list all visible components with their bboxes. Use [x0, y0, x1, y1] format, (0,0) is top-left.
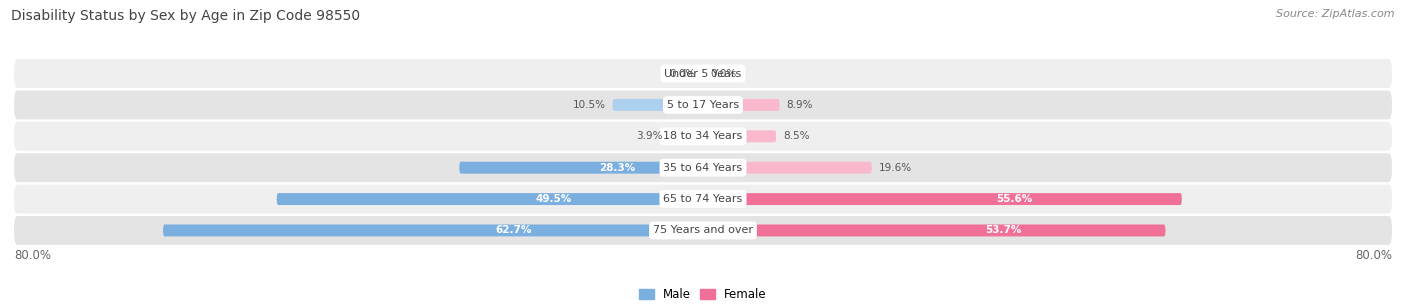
FancyBboxPatch shape	[460, 162, 703, 174]
FancyBboxPatch shape	[277, 193, 703, 205]
FancyBboxPatch shape	[14, 59, 1392, 88]
FancyBboxPatch shape	[703, 224, 1166, 237]
FancyBboxPatch shape	[703, 99, 780, 111]
Text: 19.6%: 19.6%	[879, 163, 912, 173]
Text: 0.0%: 0.0%	[669, 68, 696, 78]
Text: 49.5%: 49.5%	[536, 194, 572, 204]
FancyBboxPatch shape	[703, 193, 1182, 205]
Text: 62.7%: 62.7%	[496, 226, 533, 236]
Text: Under 5 Years: Under 5 Years	[665, 68, 741, 78]
FancyBboxPatch shape	[703, 162, 872, 174]
Text: Source: ZipAtlas.com: Source: ZipAtlas.com	[1277, 9, 1395, 19]
Text: 0.0%: 0.0%	[710, 68, 737, 78]
FancyBboxPatch shape	[14, 153, 1392, 182]
Text: 10.5%: 10.5%	[572, 100, 606, 110]
FancyBboxPatch shape	[14, 122, 1392, 151]
Text: 80.0%: 80.0%	[1355, 249, 1392, 262]
Text: 55.6%: 55.6%	[995, 194, 1032, 204]
Text: 75 Years and over: 75 Years and over	[652, 226, 754, 236]
Legend: Male, Female: Male, Female	[634, 283, 772, 304]
FancyBboxPatch shape	[14, 185, 1392, 213]
Text: 3.9%: 3.9%	[636, 131, 662, 141]
Text: 8.9%: 8.9%	[786, 100, 813, 110]
Text: 8.5%: 8.5%	[783, 131, 810, 141]
FancyBboxPatch shape	[14, 91, 1392, 119]
FancyBboxPatch shape	[163, 224, 703, 237]
Text: 5 to 17 Years: 5 to 17 Years	[666, 100, 740, 110]
Text: 65 to 74 Years: 65 to 74 Years	[664, 194, 742, 204]
FancyBboxPatch shape	[14, 216, 1392, 245]
FancyBboxPatch shape	[669, 130, 703, 142]
FancyBboxPatch shape	[613, 99, 703, 111]
Text: 53.7%: 53.7%	[986, 226, 1022, 236]
Text: 80.0%: 80.0%	[14, 249, 51, 262]
Text: 18 to 34 Years: 18 to 34 Years	[664, 131, 742, 141]
Text: 28.3%: 28.3%	[599, 163, 636, 173]
Text: Disability Status by Sex by Age in Zip Code 98550: Disability Status by Sex by Age in Zip C…	[11, 9, 360, 23]
FancyBboxPatch shape	[703, 130, 776, 142]
Text: 35 to 64 Years: 35 to 64 Years	[664, 163, 742, 173]
